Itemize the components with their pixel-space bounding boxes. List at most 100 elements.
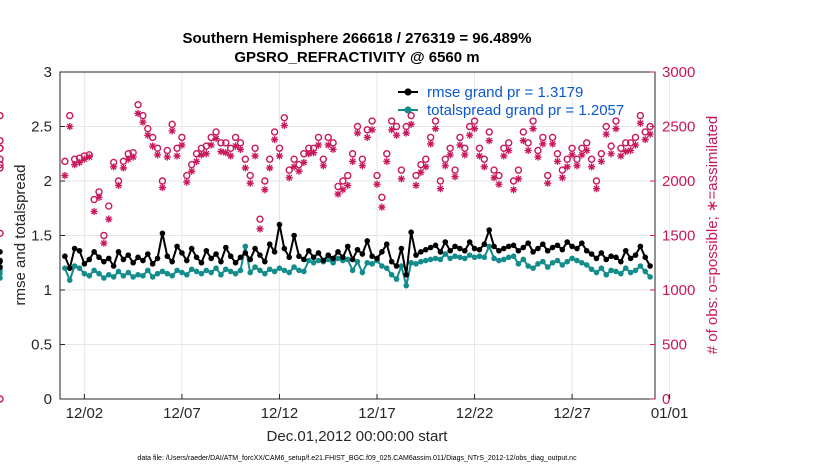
series-point-totalspread (627, 269, 634, 276)
obs-assimilated-marker (295, 167, 303, 175)
obs-assimilated-marker (314, 141, 323, 149)
obs-assimilated-marker (470, 125, 479, 133)
series-point-totalspread (223, 266, 229, 273)
series-point-rmse (291, 232, 297, 239)
series-point-totalspread (344, 256, 351, 263)
series-point-rmse (427, 244, 434, 251)
series-point-totalspread (647, 274, 653, 280)
obs-possible-marker (378, 193, 386, 202)
obs-possible-marker (100, 231, 108, 240)
series-point-rmse (281, 245, 288, 252)
obs-count-layer (0, 102, 654, 403)
series-point-totalspread (593, 269, 600, 276)
series-point-totalspread (393, 276, 400, 282)
obs-assimilated-marker (563, 163, 571, 171)
obs-assimilated-marker (305, 150, 313, 158)
obs-possible-marker (241, 155, 250, 163)
axis-ticks: 0 0.5 1 1.5 2 2.5 3 0 500 1000 1500 2000 2500 3000 12/… (31, 64, 695, 422)
series-point-rmse (627, 255, 634, 262)
series-point-totalspread (154, 270, 161, 277)
obs-assimilated-marker (183, 178, 191, 186)
x-tick-label: 12/22 (456, 405, 494, 422)
series-point-totalspread (296, 267, 302, 274)
obs-assimilated-marker (71, 161, 79, 169)
series-point-totalspread (530, 265, 536, 272)
series-point-totalspread (276, 265, 283, 272)
series-point-rmse (252, 245, 258, 252)
series-point-totalspread (76, 265, 83, 272)
series-point-totalspread (0, 275, 3, 281)
obs-assimilated-marker (529, 125, 537, 133)
obs-assimilated-marker (573, 162, 581, 170)
series-point-totalspread (66, 277, 73, 283)
series-point-rmse (491, 243, 497, 250)
obs-possible-marker (583, 139, 591, 147)
obs-assimilated-marker (158, 183, 167, 192)
obs-assimilated-marker (310, 149, 318, 157)
series-point-rmse (647, 263, 653, 269)
series-point-rmse (398, 245, 405, 252)
series-point-totalspread (208, 269, 214, 276)
obs-assimilated-marker (246, 179, 254, 187)
series-point-rmse (193, 254, 200, 261)
series-point-totalspread (281, 267, 288, 274)
obs-assimilated-marker (412, 181, 420, 189)
obs-assimilated-marker (119, 164, 128, 172)
series-point-rmse (598, 250, 605, 256)
obs-possible-marker (504, 139, 513, 147)
series-point-rmse (505, 243, 512, 250)
series-point-rmse (262, 258, 268, 265)
y-tick-label: 2 (44, 173, 52, 190)
series-point-rmse (203, 247, 210, 254)
obs-possible-marker (0, 144, 4, 152)
obs-assimilated-marker (397, 175, 405, 183)
obs-assimilated-marker (251, 152, 259, 160)
obs-possible-marker (261, 177, 269, 185)
obs-possible-marker (334, 182, 342, 191)
series-point-totalspread (398, 263, 405, 269)
series-point-rmse (335, 249, 341, 255)
obs-possible-marker (105, 202, 113, 210)
obs-assimilated-marker (153, 151, 162, 159)
series-point-rmse (223, 244, 229, 251)
series-point-totalspread (510, 253, 517, 260)
obs-possible-marker (383, 150, 391, 158)
series-point-rmse (62, 253, 68, 260)
obs-possible-marker (475, 144, 484, 153)
obs-assimilated-marker (422, 163, 430, 171)
obs-possible-marker (222, 139, 230, 147)
obs-assimilated-marker (349, 157, 357, 165)
series-point-rmse (501, 245, 507, 252)
obs-assimilated-marker (548, 140, 557, 148)
series-point-totalspread (637, 263, 644, 269)
obs-assimilated-marker (436, 185, 445, 193)
obs-assimilated-marker (368, 126, 376, 134)
series-point-rmse (305, 247, 312, 254)
series-point-totalspread (101, 275, 107, 281)
obs-assimilated-marker (197, 151, 206, 159)
series-point-rmse (179, 250, 185, 256)
series-point-rmse (125, 252, 132, 258)
series-point-rmse (574, 245, 580, 252)
series-point-rmse (247, 256, 254, 263)
series-point-rmse (154, 255, 161, 262)
obs-possible-marker (0, 164, 4, 172)
series-point-rmse (354, 246, 361, 253)
series-point-totalspread (188, 266, 195, 273)
series-point-totalspread (120, 273, 127, 279)
series-point-rmse (515, 247, 522, 254)
series-point-totalspread (559, 262, 566, 268)
obs-possible-marker (412, 171, 420, 180)
obs-possible-marker (0, 229, 4, 238)
series-point-totalspread (86, 273, 93, 279)
series-point-totalspread (579, 259, 585, 266)
series-point-rmse (237, 254, 244, 261)
obs-assimilated-marker (597, 157, 605, 165)
series-point-totalspread (315, 257, 322, 264)
obs-possible-marker (290, 155, 298, 163)
series-point-rmse (559, 246, 566, 253)
series-point-rmse (603, 256, 610, 263)
series-point-totalspread (364, 259, 371, 266)
obs-assimilated-marker (241, 164, 249, 172)
obs-assimilated-marker (173, 152, 181, 160)
